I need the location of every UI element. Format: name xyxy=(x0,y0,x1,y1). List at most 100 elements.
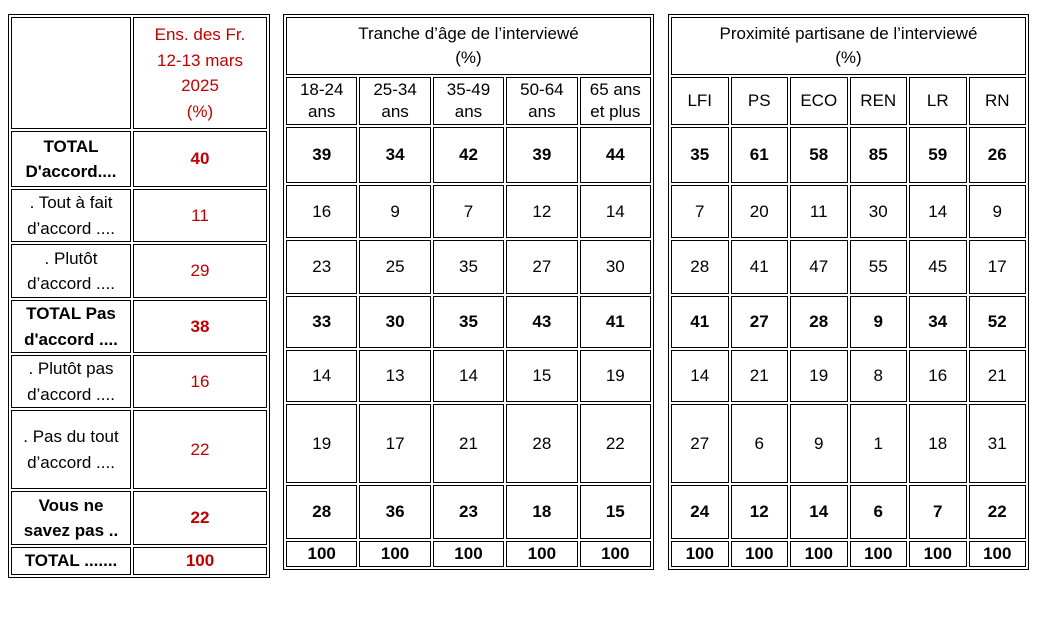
age-value: 21 xyxy=(432,404,505,483)
table-row: Vous ne savez pas .. 22 xyxy=(11,491,267,545)
age-table-title: Tranche d’âge de l’interviewé (%) xyxy=(286,17,651,75)
age-value: 9 xyxy=(359,185,431,238)
age-col-header-line: ans xyxy=(454,102,483,121)
party-value: 14 xyxy=(909,185,967,238)
age-value: 100 xyxy=(359,541,431,567)
table-row: 41 27 28 9 34 52 xyxy=(671,296,1026,348)
party-value: 100 xyxy=(849,541,907,567)
party-value: 59 xyxy=(909,127,967,183)
party-value: 7 xyxy=(909,485,967,539)
party-col-header: RN xyxy=(968,77,1026,125)
table-row: . Plutôt pas d’accord .... 16 xyxy=(11,355,267,408)
party-value: 1 xyxy=(849,404,907,483)
ensemble-value: 22 xyxy=(133,491,267,545)
row-label: . Pas du tout d’accord .... xyxy=(11,410,131,489)
ensemble-header: Ens. des Fr. 12-13 mars 2025 (%) xyxy=(133,17,267,129)
party-col-header: LFI xyxy=(671,77,729,125)
party-value: 100 xyxy=(730,541,788,567)
party-value: 45 xyxy=(909,240,967,294)
table-row: 33 30 35 43 41 xyxy=(286,296,651,348)
party-value: 6 xyxy=(849,485,907,539)
party-col-header: PS xyxy=(730,77,788,125)
party-value: 100 xyxy=(671,541,729,567)
age-value: 42 xyxy=(432,127,505,183)
table-row: 19 17 21 28 22 xyxy=(286,404,651,483)
age-value: 14 xyxy=(432,350,505,402)
ensemble-header-line1: Ens. des Fr. xyxy=(154,25,246,44)
age-value: 36 xyxy=(359,485,431,539)
table-row: 23 25 35 27 30 xyxy=(286,240,651,294)
age-value: 100 xyxy=(579,541,651,567)
age-value: 41 xyxy=(579,296,651,348)
age-value: 14 xyxy=(579,185,651,238)
table-row: 28 41 47 55 45 17 xyxy=(671,240,1026,294)
party-value: 11 xyxy=(790,185,848,238)
party-value: 31 xyxy=(968,404,1026,483)
party-value: 17 xyxy=(968,240,1026,294)
table-row: . Plutôt d’accord .... 29 xyxy=(11,244,267,298)
ensemble-value: 11 xyxy=(133,189,267,242)
row-label: . Plutôt pas d’accord .... xyxy=(11,355,131,408)
table-row: . Pas du tout d’accord .... 22 xyxy=(11,410,267,489)
table-row: 100 100 100 100 100 xyxy=(286,541,651,567)
party-value: 7 xyxy=(671,185,729,238)
age-col-header-line: 18-24 xyxy=(299,79,344,99)
age-col-header-line: 65 ans xyxy=(589,79,641,99)
age-col-header: 65 ans et plus xyxy=(579,77,651,125)
ensemble-value: 22 xyxy=(133,410,267,489)
party-value: 14 xyxy=(671,350,729,402)
party-value: 100 xyxy=(790,541,848,567)
age-value: 30 xyxy=(579,240,651,294)
age-col-header-line: 35-49 xyxy=(446,79,491,99)
party-value: 6 xyxy=(730,404,788,483)
age-value: 19 xyxy=(286,404,358,483)
row-label: . Tout à fait d’accord .... xyxy=(11,189,131,242)
party-value: 12 xyxy=(730,485,788,539)
party-value: 30 xyxy=(849,185,907,238)
party-value: 55 xyxy=(849,240,907,294)
party-value: 20 xyxy=(730,185,788,238)
table-row: 27 6 9 1 18 31 xyxy=(671,404,1026,483)
table-row: TOTAL D'accord.... 40 xyxy=(11,131,267,187)
row-label: TOTAL D'accord.... xyxy=(11,131,131,187)
ensemble-value: 29 xyxy=(133,244,267,298)
party-value: 61 xyxy=(730,127,788,183)
table-row: 7 20 11 30 14 9 xyxy=(671,185,1026,238)
age-col-header: 18-24 ans xyxy=(286,77,358,125)
party-value: 21 xyxy=(730,350,788,402)
party-col-header: ECO xyxy=(790,77,848,125)
row-label: Vous ne savez pas .. xyxy=(11,491,131,545)
party-table-title: Proximité partisane de l’interviewé (%) xyxy=(671,17,1026,75)
age-value: 100 xyxy=(506,541,578,567)
age-value: 34 xyxy=(359,127,431,183)
table-row: 14 21 19 8 16 21 xyxy=(671,350,1026,402)
table-row: 28 36 23 18 15 xyxy=(286,485,651,539)
age-value: 100 xyxy=(286,541,358,567)
party-value: 41 xyxy=(671,296,729,348)
age-value: 7 xyxy=(432,185,505,238)
table-row: . Tout à fait d’accord .... 11 xyxy=(11,189,267,242)
row-label: TOTAL ....... xyxy=(11,547,131,575)
party-value: 9 xyxy=(790,404,848,483)
age-value: 30 xyxy=(359,296,431,348)
age-value: 22 xyxy=(579,404,651,483)
age-value: 14 xyxy=(286,350,358,402)
age-col-header-line: et plus xyxy=(590,102,641,121)
ensemble-header-line3: 2025 xyxy=(181,76,219,95)
ensemble-table: Ens. des Fr. 12-13 mars 2025 (%) TOTAL D… xyxy=(8,14,270,578)
party-value: 52 xyxy=(968,296,1026,348)
party-value: 14 xyxy=(790,485,848,539)
age-value: 13 xyxy=(359,350,431,402)
corner-cell xyxy=(11,17,131,129)
age-title-percent: (%) xyxy=(455,48,482,67)
age-value: 35 xyxy=(432,240,505,294)
party-value: 24 xyxy=(671,485,729,539)
age-value: 33 xyxy=(286,296,358,348)
age-value: 23 xyxy=(432,485,505,539)
age-value: 39 xyxy=(286,127,358,183)
party-title-text: Proximité partisane de l’interviewé xyxy=(719,24,978,44)
party-col-header: REN xyxy=(849,77,907,125)
age-col-header-line: ans xyxy=(528,102,556,121)
party-value: 41 xyxy=(730,240,788,294)
table-row: 24 12 14 6 7 22 xyxy=(671,485,1026,539)
